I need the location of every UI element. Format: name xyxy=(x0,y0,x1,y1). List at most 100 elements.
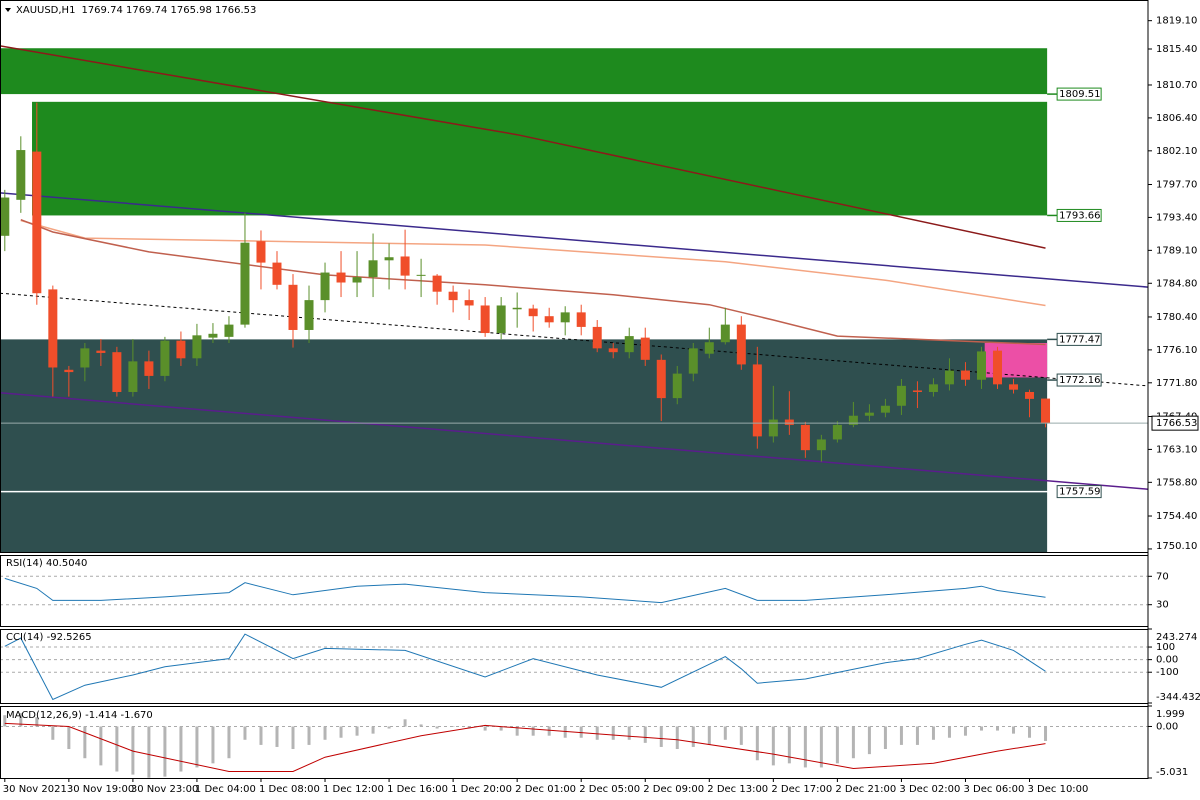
histogram-bar xyxy=(291,726,295,750)
candle-body xyxy=(336,272,346,283)
histogram-bar xyxy=(387,726,391,729)
y-tick-label: 1784.80 xyxy=(1156,278,1197,289)
y-tick-label: -5.031 xyxy=(1156,767,1188,778)
y-tick-label: 1771.80 xyxy=(1156,378,1197,389)
histogram-bar xyxy=(19,713,23,727)
level-box xyxy=(1056,373,1102,387)
histogram-bar xyxy=(1012,726,1016,734)
histogram-bar xyxy=(835,726,839,764)
candle-body xyxy=(384,257,394,261)
title-arrow xyxy=(5,8,11,12)
y-tick-label: 1815.40 xyxy=(1156,44,1197,55)
histogram-bar xyxy=(275,726,279,747)
candle-body xyxy=(96,350,106,353)
x-tick-label: 1 Dec 08:00 xyxy=(259,784,320,795)
histogram-bar xyxy=(147,726,151,778)
histogram-bar xyxy=(547,726,551,736)
candle-body xyxy=(224,324,234,337)
histogram-bar xyxy=(483,726,487,731)
level-box xyxy=(1056,87,1102,101)
y-tick-label: 100 xyxy=(1156,642,1175,653)
candle-body xyxy=(912,390,922,392)
candle-body xyxy=(928,384,938,392)
y-tick-label: 70 xyxy=(1156,571,1169,582)
histogram-bar xyxy=(819,726,823,768)
candle-body xyxy=(624,336,634,353)
candle-body xyxy=(192,335,202,359)
y-tick-label: 0.00 xyxy=(1156,721,1178,732)
candle-body xyxy=(864,412,874,416)
histogram-bar xyxy=(979,726,983,731)
histogram-bar xyxy=(915,726,919,745)
candle-body xyxy=(80,348,90,368)
candle-body xyxy=(176,340,186,359)
histogram-bar xyxy=(691,726,695,747)
histogram-bar xyxy=(163,726,167,777)
candle-body xyxy=(688,348,698,374)
candle-body xyxy=(960,370,970,380)
histogram-bar xyxy=(707,726,711,745)
x-tick-label: 3 Dec 06:00 xyxy=(963,784,1024,795)
histogram-bar xyxy=(227,726,231,759)
x-tick-label: 30 Nov 19:00 xyxy=(67,784,134,795)
candle-body xyxy=(768,419,778,437)
histogram-bar xyxy=(803,726,807,768)
last-price-box xyxy=(1151,415,1199,431)
y-tick-label: 1.999 xyxy=(1156,709,1185,720)
histogram-bar xyxy=(179,726,183,772)
level-label: 1793.66 xyxy=(1059,210,1100,221)
y-tick-label: 1797.70 xyxy=(1156,180,1197,191)
histogram-bar xyxy=(723,726,727,740)
line xyxy=(0,392,1149,490)
candle-body xyxy=(432,275,442,292)
candle-body xyxy=(704,342,714,354)
histogram-bar xyxy=(883,726,887,750)
histogram-bar xyxy=(451,726,455,727)
x-tick-label: 1 Dec 12:00 xyxy=(323,784,384,795)
y-tick-label: 30 xyxy=(1156,600,1169,611)
level-label: 1809.51 xyxy=(1059,89,1100,100)
x-tick-label: 2 Dec 17:00 xyxy=(771,784,832,795)
histogram-bar xyxy=(659,726,663,747)
x-tick-label: 2 Dec 05:00 xyxy=(579,784,640,795)
candle-body xyxy=(992,350,1002,385)
pane-title: RSI(14) 40.5040 xyxy=(6,558,87,569)
candle-body xyxy=(784,419,794,425)
line xyxy=(0,45,1046,249)
candle-body xyxy=(544,316,554,323)
zone xyxy=(32,101,1048,216)
candle-body xyxy=(64,369,74,373)
candle-body xyxy=(736,324,746,365)
histogram-bar xyxy=(755,726,759,761)
histogram-bar xyxy=(307,726,311,745)
y-tick-label: 0.00 xyxy=(1156,655,1178,666)
candle-body xyxy=(464,300,474,306)
histogram-bar xyxy=(595,726,599,740)
candle-body xyxy=(832,424,842,440)
y-tick-label: 1754.40 xyxy=(1156,511,1197,522)
level-label: 1757.59 xyxy=(1059,487,1100,498)
last-price-label: 1766.53 xyxy=(1156,418,1197,429)
histogram-bar xyxy=(963,726,967,736)
histogram-bar xyxy=(339,726,343,738)
chart-title: XAUUSD,H1 xyxy=(16,5,75,16)
y-tick-label: -100 xyxy=(1156,667,1179,678)
y-tick-label: -344.4323 xyxy=(1156,692,1200,703)
histogram-bar xyxy=(355,726,359,736)
candle-body xyxy=(272,262,282,285)
x-tick-label: 3 Dec 10:00 xyxy=(1028,784,1089,795)
y-tick-label: 1819.10 xyxy=(1156,16,1197,27)
level-label: 1777.47 xyxy=(1059,334,1100,345)
x-tick-label: 1 Dec 20:00 xyxy=(451,784,512,795)
zone xyxy=(0,339,1048,552)
candle-body xyxy=(32,151,42,294)
histogram-bar xyxy=(563,726,567,738)
candle-body xyxy=(1025,391,1035,399)
candle-body xyxy=(416,274,426,276)
candle-body xyxy=(640,337,650,360)
histogram-bar xyxy=(323,726,327,740)
candle-body xyxy=(576,312,586,327)
histogram-bar xyxy=(995,726,999,731)
histogram-bar xyxy=(787,726,791,764)
